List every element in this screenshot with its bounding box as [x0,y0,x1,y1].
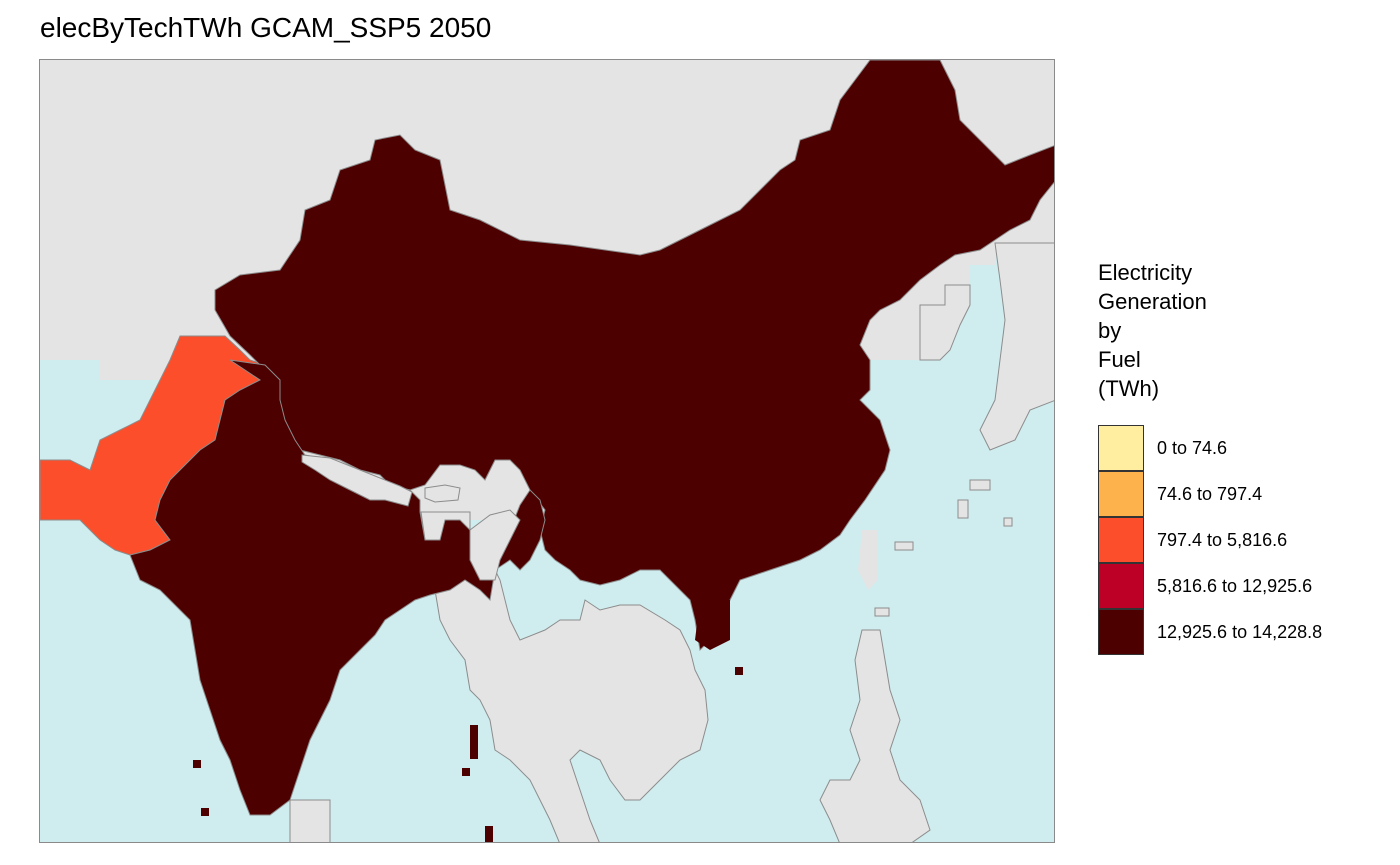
nepal-land [301,454,413,507]
island [289,799,331,842]
hainan-island [695,600,730,650]
legend-label: 0 to 74.6 [1157,438,1228,458]
legend-item: 5,816.6 to 12,925.6 [1098,563,1388,609]
legend: Electricity Generation by Fuel (TWh) 0 t… [1098,258,1388,655]
japan-land [979,242,1054,451]
legend-swatch [1098,563,1144,609]
legend-swatch [1098,609,1144,655]
bhutan-land [424,484,461,503]
legend-label: 74.6 to 797.4 [1157,484,1263,504]
island [462,768,470,776]
taiwan-land [858,530,878,590]
legend-item: 74.6 to 797.4 [1098,471,1388,517]
legend-title-line: by [1098,318,1122,343]
legend-swatch [1098,471,1144,517]
philippines-land [819,629,931,842]
island [957,499,969,519]
legend-title-line: Fuel [1098,347,1141,372]
choropleth-map [40,60,1055,842]
map-title: elecByTechTWh GCAM_SSP5 2050 [40,12,492,43]
island [969,479,991,491]
island [894,541,914,551]
region-china[interactable] [214,60,1055,652]
legend-label: 797.4 to 5,816.6 [1157,530,1288,550]
island [485,826,493,842]
legend-item: 0 to 74.6 [1098,425,1388,471]
island [193,760,201,768]
island [201,808,209,816]
island [874,607,890,617]
region-india[interactable] [129,359,546,816]
legend-title-line: Generation [1098,289,1207,314]
island [1003,517,1013,527]
legend-item: 12,925.6 to 14,228.8 [1098,609,1388,655]
legend-title-line: Electricity [1098,260,1193,285]
legend-label: 12,925.6 to 14,228.8 [1157,622,1323,642]
legend-title: Electricity Generation by Fuel (TWh) [1098,258,1388,403]
legend-title-line: (TWh) [1098,376,1160,401]
map-panel [39,59,1055,843]
indochina-land [420,511,709,842]
legend-item: 797.4 to 5,816.6 [1098,517,1388,563]
legend-list: 0 to 74.6 74.6 to 797.4 797.4 to 5,816.6… [1098,425,1388,655]
legend-swatch [1098,425,1144,471]
legend-label: 5,816.6 to 12,925.6 [1157,576,1313,596]
korea-land [919,284,971,361]
myanmar-land [469,509,521,581]
island [735,667,743,675]
andaman-island [470,725,478,759]
legend-swatch [1098,517,1144,563]
